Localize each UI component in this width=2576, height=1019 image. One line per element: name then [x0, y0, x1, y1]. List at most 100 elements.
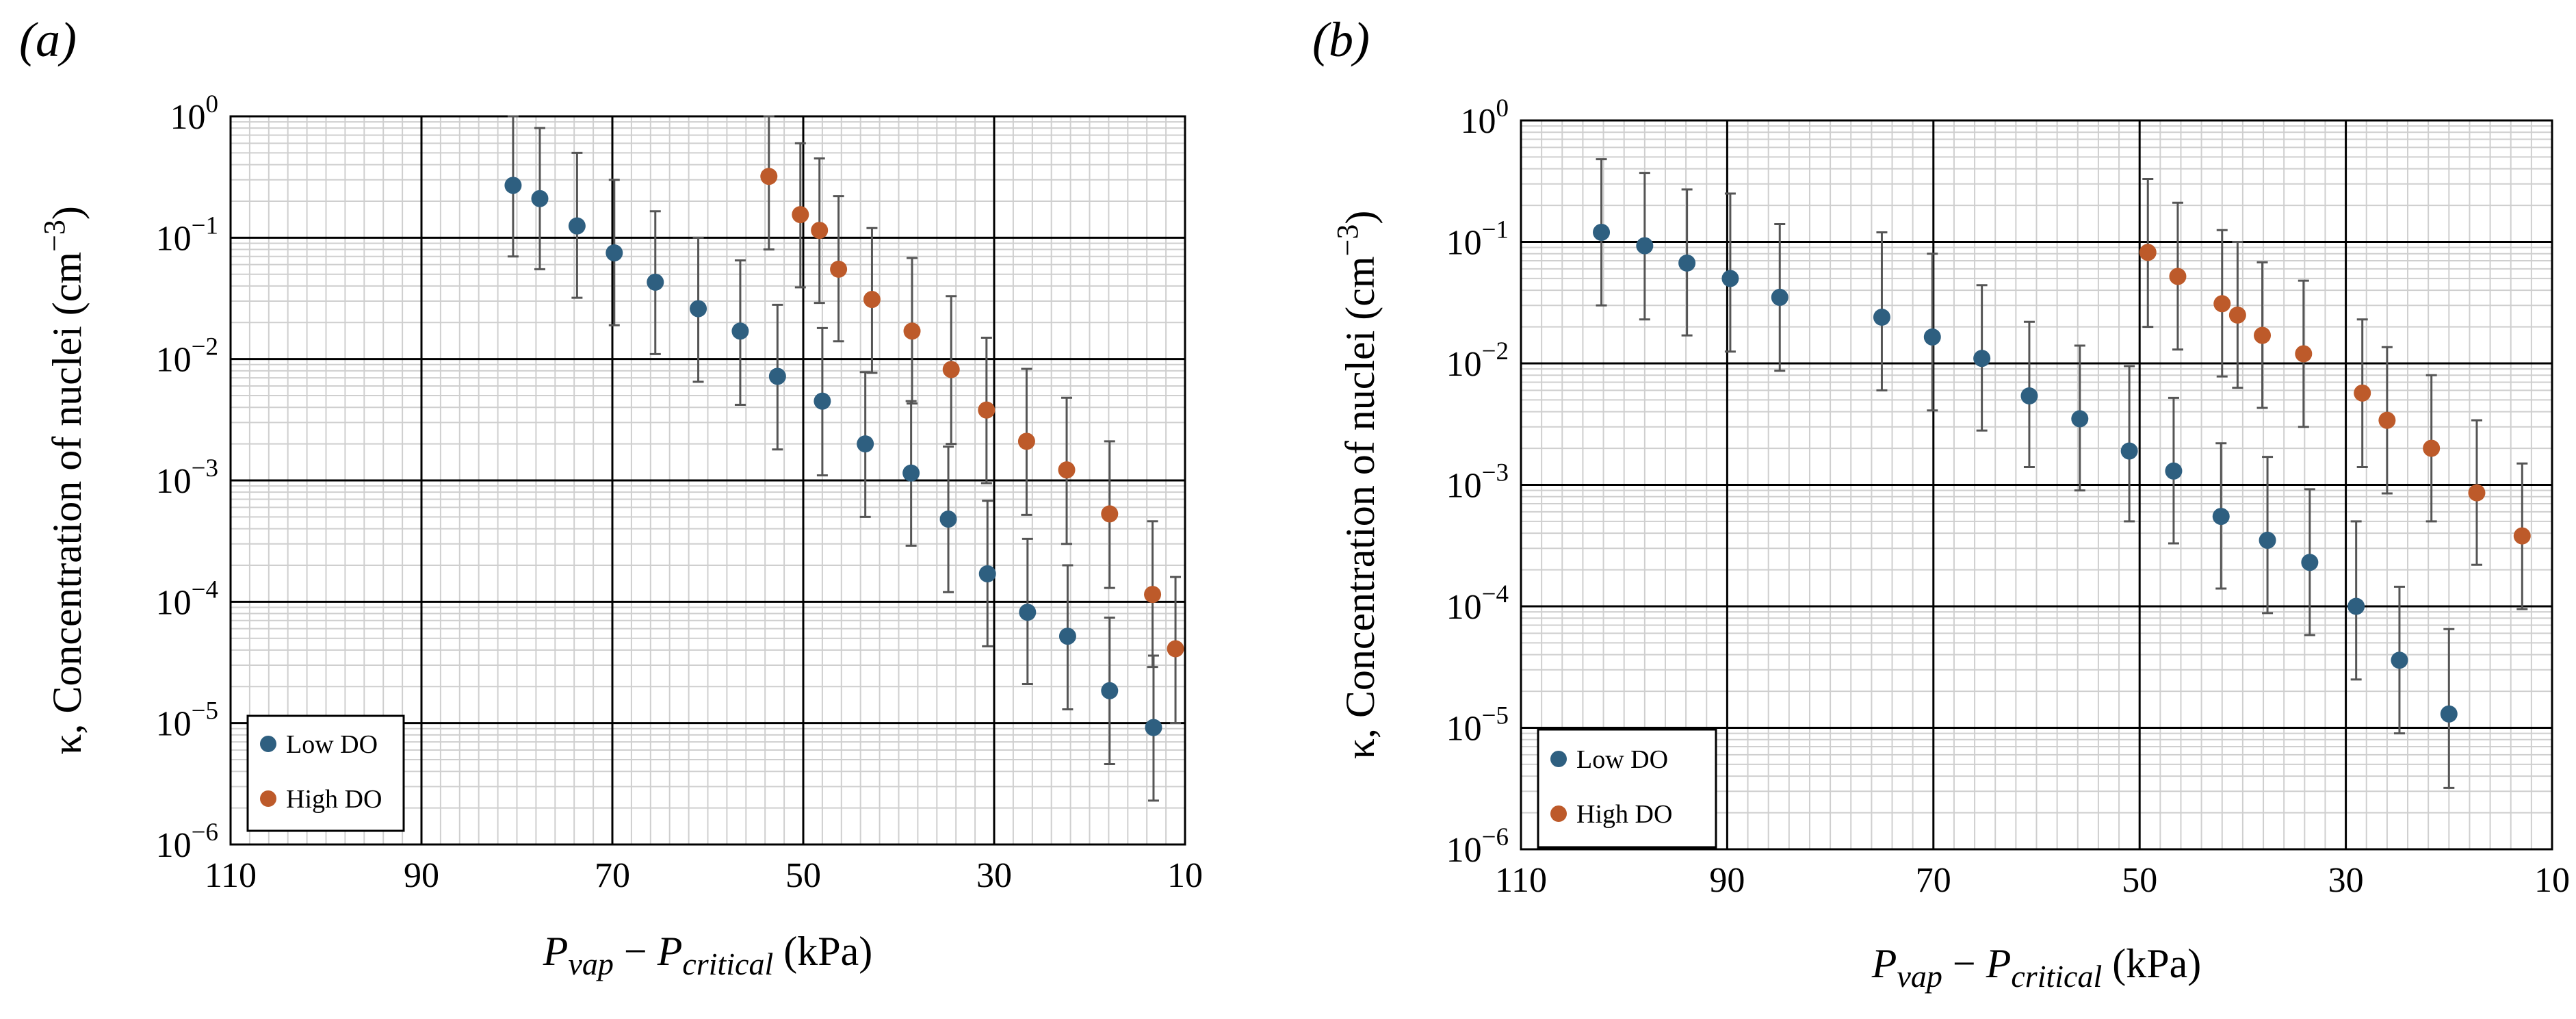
- data-point: [2295, 345, 2313, 363]
- data-point: [814, 392, 831, 410]
- panel-label: (b): [1312, 12, 1370, 67]
- data-point: [2212, 508, 2230, 526]
- x-tick-label: 110: [205, 856, 257, 895]
- x-axis-title: Pvap − Pcritical (kPa): [1871, 941, 2201, 994]
- x-tick-label: 10: [1167, 856, 1203, 895]
- data-point: [1721, 270, 1739, 287]
- panel-label-text: (b): [1312, 12, 1370, 67]
- y-tick-base: 10: [1446, 588, 1482, 627]
- data-point: [2391, 652, 2408, 669]
- y-tick-exponent: 0: [206, 90, 219, 118]
- x-tick-value: 30: [2328, 861, 2364, 900]
- data-point: [1144, 586, 1162, 604]
- legend-text: High DO: [286, 785, 382, 814]
- data-point: [1101, 505, 1119, 523]
- x-tick-value: 110: [1495, 861, 1547, 900]
- y-tick-label: 10−5: [1446, 702, 1509, 749]
- y-tick-exponent: −1: [192, 211, 218, 240]
- legend-label: Low DO: [1576, 745, 1668, 774]
- x-title-sub-critical: critical: [2011, 959, 2102, 994]
- series-high-do: [760, 115, 1184, 725]
- y-tick-exponent: −5: [192, 697, 218, 725]
- legend-label: High DO: [1576, 800, 1672, 829]
- y-tick-label: 10−6: [1446, 823, 1509, 870]
- y-tick-label: 10−2: [156, 333, 218, 380]
- x-tick-label: 10: [2534, 861, 2570, 900]
- grid: [1520, 119, 2553, 851]
- data-point: [1017, 433, 1035, 450]
- plot-frame: [1520, 119, 2553, 851]
- y-tick-base: 10: [1446, 831, 1482, 870]
- y-title-close: ): [1338, 211, 1383, 224]
- y-axis-title: κ, Concentration of nuclei (cm−3): [1331, 211, 1383, 760]
- data-point: [606, 244, 623, 261]
- y-tick-exponent: −6: [1482, 823, 1509, 851]
- chart-panel-b: 110 90 70 50 30 1010−610−510−410−310−210−1100…: [1312, 12, 2570, 994]
- y-tick-base: 10: [170, 98, 206, 137]
- x-axis-title: Pvap − Pcritical (kPa): [543, 929, 872, 981]
- x-tick-label: 110: [1495, 861, 1547, 900]
- data-point: [2347, 597, 2365, 615]
- x-tick-value: 50: [785, 856, 821, 895]
- data-point: [1145, 719, 1162, 736]
- legend-marker: [260, 736, 276, 752]
- data-point: [2423, 439, 2441, 457]
- x-tick-label: 30: [976, 856, 1012, 895]
- data-point: [690, 300, 707, 318]
- x-tick-value: 70: [1916, 861, 1951, 900]
- y-title-text: κ, Concentration of nuclei (cm: [44, 252, 90, 755]
- x-title-minus: −: [614, 929, 658, 974]
- y-tick-label: 10−3: [156, 454, 218, 501]
- x-tick-label: 90: [1709, 861, 1745, 900]
- x-title-unit: (kPa): [773, 929, 872, 974]
- y-tick-exponent: −3: [192, 454, 218, 482]
- x-tick-value: 50: [2122, 861, 2157, 900]
- data-point: [768, 367, 786, 385]
- data-point: [2169, 268, 2187, 285]
- legend-label: Low DO: [286, 730, 378, 759]
- data-point: [863, 291, 881, 309]
- data-point: [811, 222, 829, 240]
- series-low-do: [1593, 158, 2458, 789]
- data-point: [1167, 640, 1184, 658]
- x-tick-value: 90: [1709, 861, 1745, 900]
- y-tick-exponent: −6: [192, 818, 218, 847]
- data-point: [1873, 309, 1890, 326]
- y-tick-exponent: −3: [1482, 459, 1509, 487]
- y-tick-label: 100: [170, 90, 219, 137]
- x-title-p2: P: [1986, 941, 2012, 986]
- data-point: [2468, 484, 2486, 502]
- data-point: [1973, 350, 1991, 367]
- x-tick-label: 50: [2122, 861, 2157, 900]
- x-title-minus: −: [1942, 941, 1986, 986]
- x-tick-value: 70: [595, 856, 630, 895]
- data-point: [2301, 554, 2319, 571]
- y-tick-label: 10−2: [1446, 337, 1509, 384]
- x-tick-label: 50: [785, 856, 821, 895]
- x-title-p: P: [1871, 941, 1897, 986]
- y-tick-base: 10: [1446, 710, 1482, 749]
- x-tick-label: 30: [2328, 861, 2364, 900]
- legend-marker: [1550, 805, 1567, 822]
- data-point: [731, 322, 749, 340]
- data-point: [2120, 442, 2138, 460]
- data-point: [1771, 288, 1788, 306]
- y-tick-label: 10−4: [156, 576, 218, 622]
- legend: Low DO High DO: [1537, 728, 1717, 849]
- y-tick-exponent: 0: [1496, 94, 1509, 122]
- data-point: [760, 168, 778, 185]
- panel-label-text: (a): [19, 12, 77, 67]
- data-point: [857, 435, 874, 453]
- y-tick-exponent: −2: [1482, 337, 1509, 365]
- y-tick-exponent: −4: [192, 576, 218, 604]
- data-point: [2440, 705, 2458, 723]
- y-tick-base: 10: [156, 583, 192, 622]
- data-point: [2513, 527, 2531, 545]
- data-point: [830, 260, 848, 278]
- legend-text: Low DO: [1576, 745, 1668, 774]
- x-tick-label: 70: [595, 856, 630, 895]
- x-title-sub-vap: vap: [568, 946, 613, 981]
- y-tick-base: 10: [1446, 224, 1482, 263]
- y-tick-label: 10−6: [156, 818, 218, 865]
